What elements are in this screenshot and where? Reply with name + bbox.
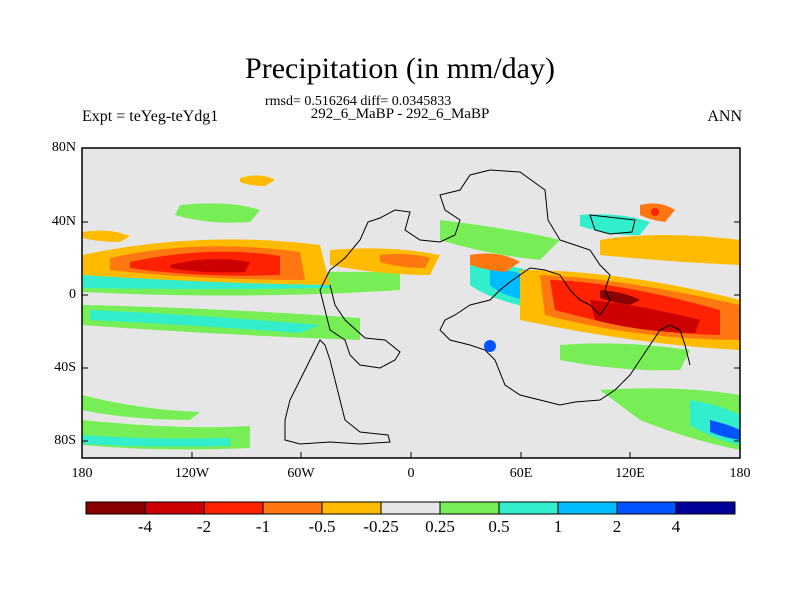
colorbar-tick-label: 0.25 (425, 517, 455, 536)
colorbar-swatch (144, 501, 205, 515)
lon-label-180e: 180 (729, 466, 751, 481)
colorbar-swatch (557, 501, 618, 515)
lon-label-180w: 180 (71, 466, 93, 481)
lon-label-120e: 120E (615, 466, 645, 481)
season-label: ANN (707, 108, 742, 125)
lat-label-80s: 80S (54, 433, 76, 448)
colorbar-tick-label: -2 (196, 517, 212, 536)
americas-central-outline (319, 269, 401, 369)
experiment-label: Expt = teYeg-teYdg1 (82, 108, 219, 125)
continent-outlines (284, 169, 691, 445)
rmsd-diff-stats: rmsd= 0.516264 diff= 0.0345833 (265, 94, 452, 109)
colorbar (85, 501, 736, 515)
lat-label-40s: 40S (54, 360, 76, 375)
colorbar-tick-label: -0.5 (308, 517, 336, 536)
colorbar-tick-label: -1 (255, 517, 271, 536)
colorbar-tick-label: 2 (612, 517, 622, 536)
colorbar-swatch (85, 501, 146, 515)
lon-label-60w: 60W (287, 466, 315, 481)
colorbar-swatch (675, 501, 736, 515)
colorbar-swatch (262, 501, 323, 515)
colorbar-tick-label: -0.25 (363, 517, 399, 536)
colorbar-swatch (616, 501, 677, 515)
east-asia-outline (589, 214, 636, 235)
colorbar-tick-label: -4 (137, 517, 153, 536)
south-america-outline (284, 339, 391, 445)
eurasia-africa-outline (329, 169, 691, 406)
lat-label-40n: 40N (51, 214, 76, 229)
colorbar-swatch (439, 501, 500, 515)
colorbar-swatch (203, 501, 264, 515)
plot-title: Precipitation (in mm/day) (245, 52, 555, 85)
lon-label-0: 0 (407, 466, 415, 481)
colorbar-swatch (380, 501, 441, 515)
lat-label-80n: 80N (51, 140, 76, 155)
colorbar-swatch (321, 501, 382, 515)
colorbar-tick-label: 1 (553, 517, 563, 536)
lat-label-0: 0 (69, 287, 76, 302)
axis-ticks (81, 147, 741, 458)
lon-label-120w: 120W (174, 466, 210, 481)
colorbar-swatch (498, 501, 559, 515)
precip-field (82, 148, 740, 458)
colorbar-tick-label: 4 (671, 517, 681, 536)
lon-label-60e: 60E (509, 466, 533, 481)
colorbar-tick-label: 0.5 (488, 517, 510, 536)
plot-subtitle: 292_6_MaBP - 292_6_MaBP (310, 106, 490, 122)
